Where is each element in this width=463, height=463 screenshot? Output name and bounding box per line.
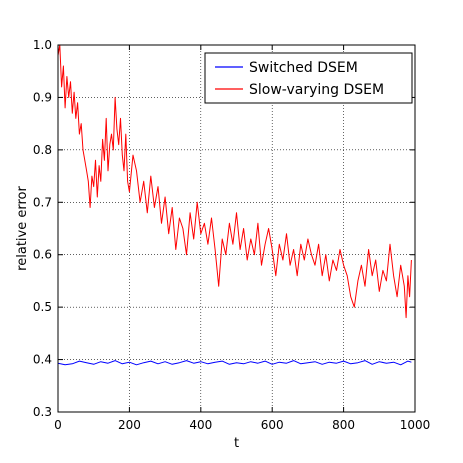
plot-frame (57, 44, 416, 413)
series-line-slow-varying-dsem (57, 44, 412, 319)
x-tick-label: 800 (332, 418, 355, 432)
y-axis-label: relative error (15, 186, 30, 271)
y-tick-label: 0.5 (33, 300, 52, 314)
x-tick-label: 0 (54, 418, 62, 432)
y-tick-label: 0.4 (33, 353, 52, 367)
x-tick-label: 1000 (400, 418, 431, 432)
x-axis-label: t (234, 436, 239, 451)
legend-label-slow-varying-dsem: Slow-varying DSEM (249, 82, 384, 98)
axis-ticks: 0 200 400 600 800 1000 0.3 0.4 0.5 0.6 0.7 0.8 0.9 1.… (33, 38, 430, 432)
y-tick-label: 0.7 (33, 195, 52, 209)
y-tick-label: 1.0 (33, 38, 52, 52)
legend-box (204, 52, 413, 104)
series-line-switched-dsem (57, 360, 412, 366)
x-tick-label: 600 (261, 418, 284, 432)
legend: Switched DSEM Slow-varying DSEM (204, 52, 413, 104)
y-tick-label: 0.8 (33, 143, 52, 157)
y-tick-label: 0.3 (33, 405, 52, 419)
y-tick-label: 0.9 (33, 90, 52, 104)
y-tick-label: 0.6 (33, 248, 52, 262)
x-tick-label: 400 (189, 418, 212, 432)
legend-label-switched-dsem: Switched DSEM (249, 60, 358, 76)
x-tick-label: 200 (118, 418, 141, 432)
series-layer (57, 44, 412, 366)
